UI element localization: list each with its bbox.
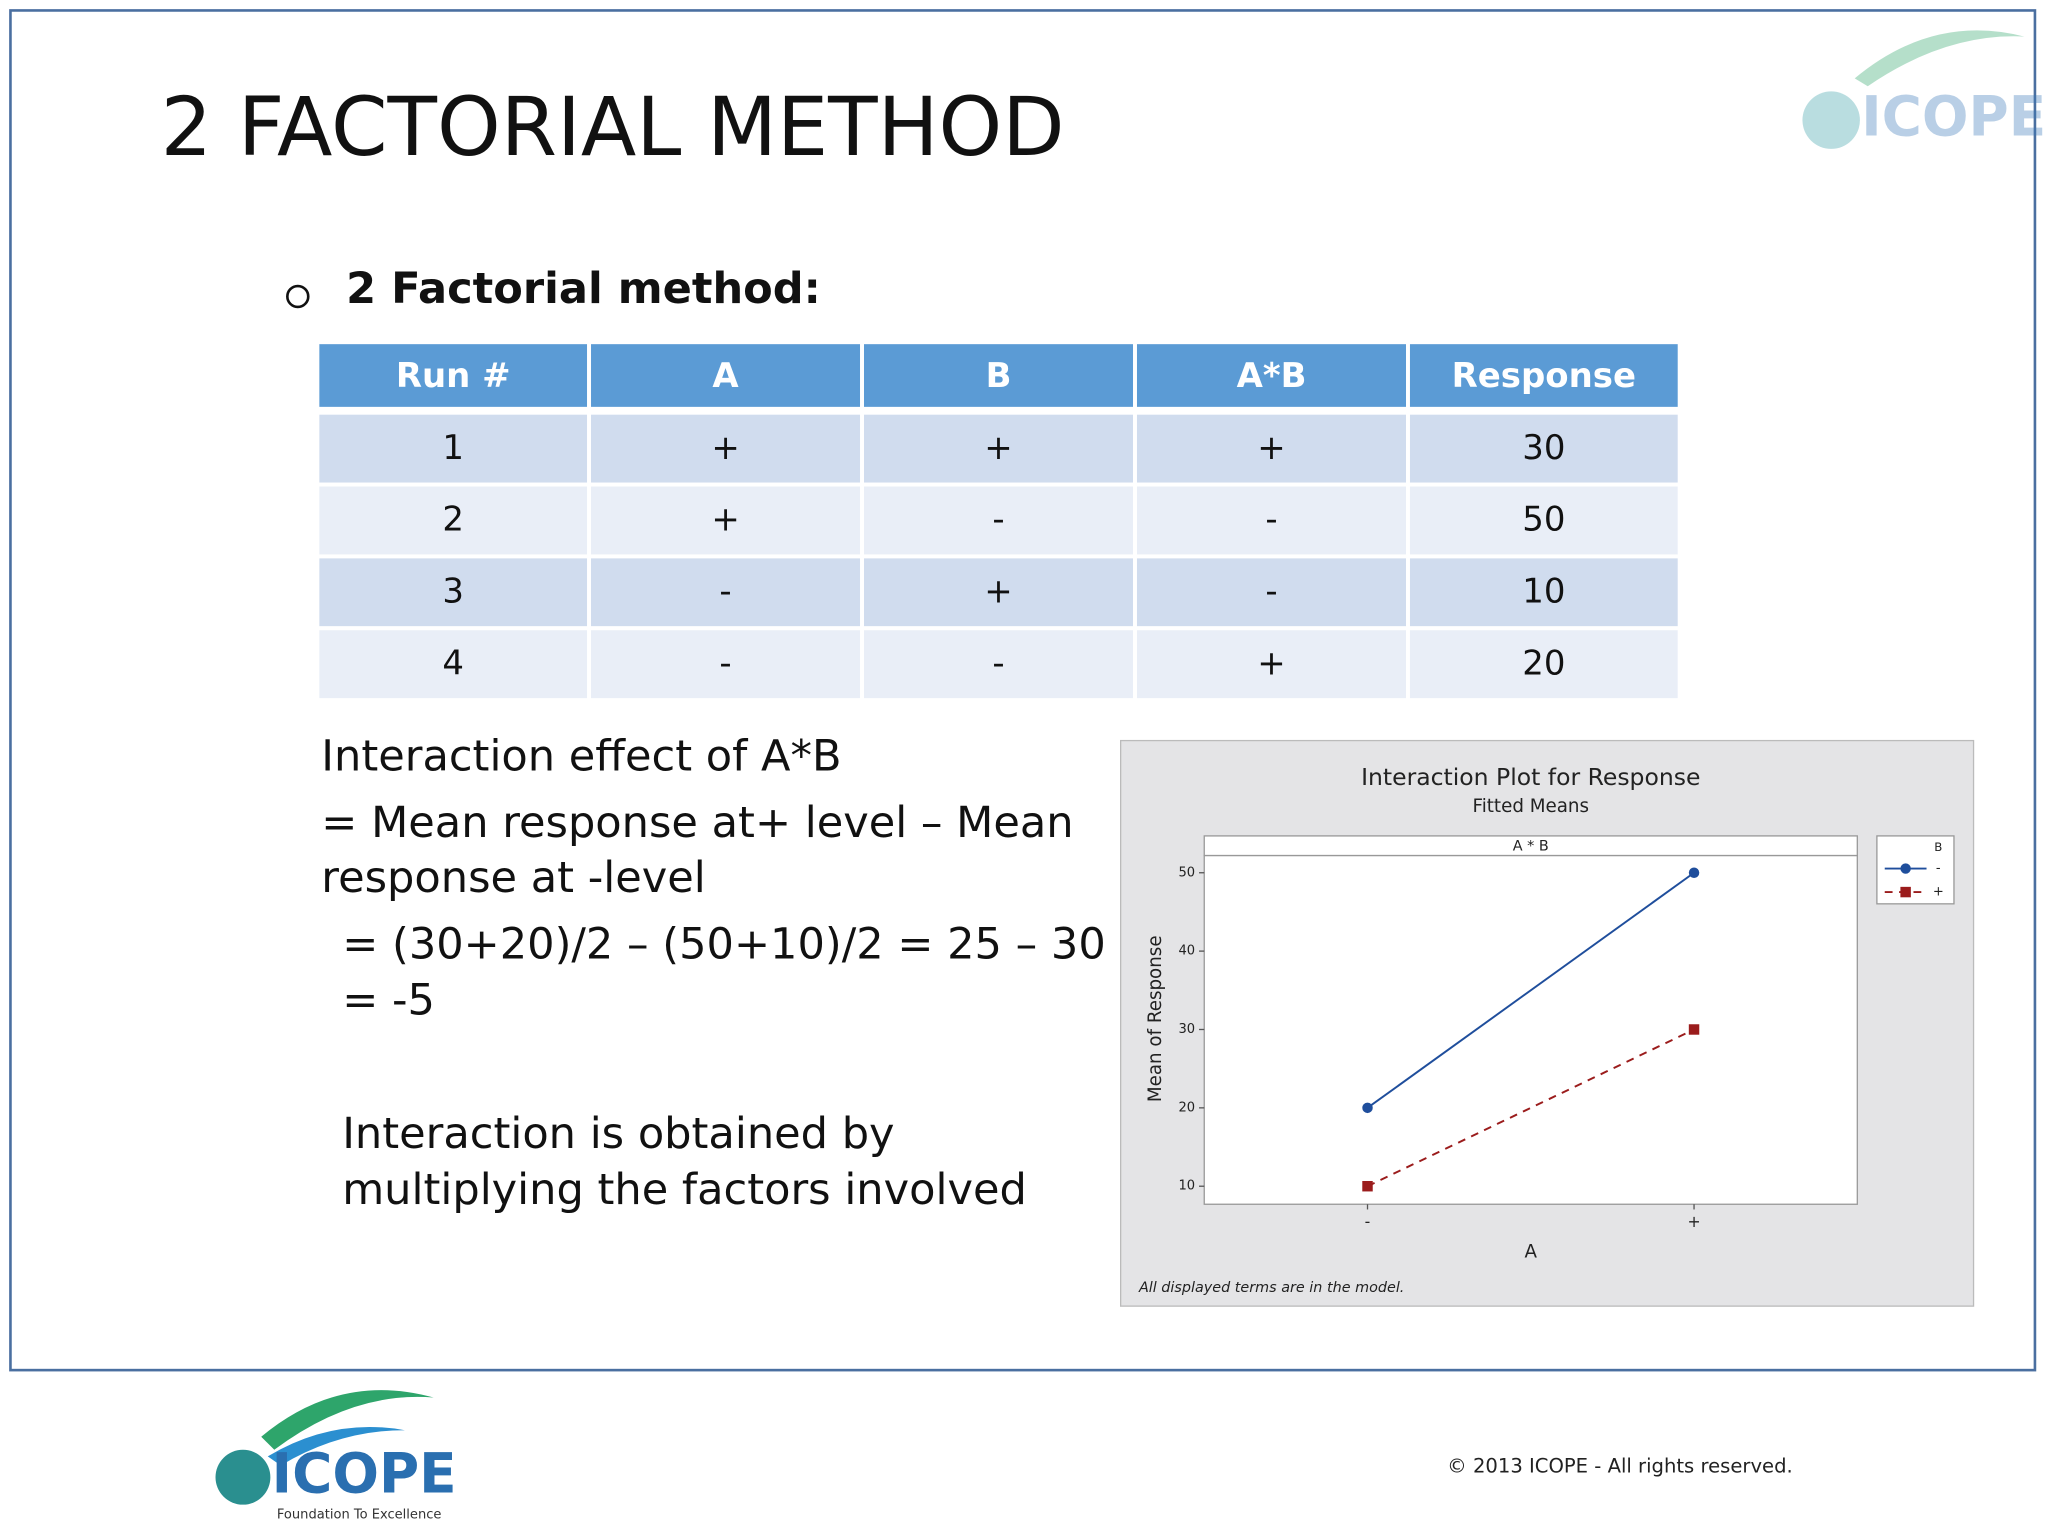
panel-label: A * B	[1513, 838, 1549, 854]
cell	[860, 482, 1137, 559]
legend-label: +	[1933, 885, 1944, 900]
header-cell	[315, 340, 592, 411]
chart: Interaction Plot for Response Fitted Mean…	[1120, 739, 1975, 1307]
y-tick-label: 20	[1178, 1100, 1195, 1115]
series-line	[1366, 871, 1695, 1109]
footer-logo-tagline: Foundation To Excellence	[277, 1508, 442, 1523]
footer-logo: ICOPE Foundation To Excellence	[215, 1390, 457, 1523]
effect-line: Interaction effect of A*B	[321, 731, 841, 781]
cell-text: +	[711, 500, 739, 540]
panel-strip	[1203, 835, 1858, 857]
bullet-text: 2 Factorial method:	[346, 264, 821, 314]
copyright: © 2013 ICOPE - All rights reserved.	[1447, 1454, 1793, 1477]
cell	[587, 410, 864, 487]
footer-logo-name: ICOPE	[272, 1441, 457, 1505]
header-text: A	[712, 356, 739, 396]
header-text: B	[986, 356, 1012, 396]
bullet-mark	[286, 284, 310, 309]
corner-logo: ICOPE	[1802, 30, 2046, 149]
header-text: Run #	[396, 356, 511, 396]
cell-text: +	[984, 428, 1012, 468]
plot-area	[1203, 854, 1858, 1205]
cell-text: 10	[1522, 571, 1565, 611]
cell-text: +	[711, 428, 739, 468]
cell	[315, 554, 592, 631]
y-axis-label: Mean of Response	[1145, 935, 1166, 1102]
cell	[587, 626, 864, 703]
legend-marker	[1900, 863, 1911, 874]
cell-text: -	[1265, 571, 1277, 611]
cell-text: 20	[1522, 643, 1565, 683]
cell-text: -	[992, 500, 1004, 540]
header-cell	[1406, 340, 1682, 411]
cell	[587, 554, 864, 631]
cell-text: 3	[442, 571, 464, 611]
header-cell	[587, 340, 864, 411]
cell	[1406, 626, 1682, 703]
cell	[860, 626, 1137, 703]
cell	[860, 410, 1137, 487]
cell-text: -	[992, 643, 1004, 683]
calc-line: = -5	[342, 976, 435, 1026]
y-tick-label: 10	[1178, 1179, 1195, 1194]
cell-text: 4	[442, 643, 464, 683]
x-tick-label: -	[1365, 1212, 1371, 1231]
note-line: multiplying the factors involved	[342, 1165, 1027, 1215]
cell	[315, 482, 592, 559]
text-block: Interaction effect of A*B = Mean response…	[321, 731, 1105, 1215]
data-point	[1688, 867, 1700, 878]
cell-text: +	[1257, 428, 1285, 468]
x-tick-label: +	[1687, 1212, 1700, 1231]
cell-text: -	[1265, 500, 1277, 540]
cell	[1133, 554, 1410, 631]
note-line: Interaction is obtained by	[342, 1109, 894, 1159]
cell	[1406, 410, 1682, 487]
y-tick-label: 50	[1178, 865, 1195, 880]
cell-text: 50	[1522, 500, 1565, 540]
chart-footnote: All displayed terms are in the model.	[1138, 1280, 1404, 1296]
header-cell	[860, 340, 1137, 411]
effect-line: response at -level	[321, 853, 705, 903]
data-point	[1362, 1180, 1373, 1192]
x-axis-label: A	[1525, 1242, 1538, 1263]
header-text: A*B	[1237, 356, 1307, 396]
cell	[1406, 482, 1682, 559]
chart-subtitle: Fitted Means	[1473, 796, 1590, 817]
chart-title: Interaction Plot for Response	[1361, 763, 1700, 791]
header-cell	[1133, 340, 1410, 411]
legend-title: B	[1934, 840, 1942, 854]
cell	[315, 410, 592, 487]
corner-logo-name: ICOPE	[1861, 84, 2046, 148]
cell-text: -	[719, 571, 731, 611]
header-text: Response	[1452, 356, 1636, 396]
cell-text: -	[719, 643, 731, 683]
cell	[587, 482, 864, 559]
y-tick-label: 30	[1178, 1022, 1195, 1037]
calc-line: = (30+20)/2 – (50+10)/2 = 25 – 30	[342, 919, 1106, 969]
slide-title: 2 FACTORIAL METHOD	[161, 81, 1065, 175]
cell	[1133, 626, 1410, 703]
data-point	[1362, 1102, 1373, 1114]
cell	[315, 626, 592, 703]
y-tick-label: 40	[1178, 944, 1195, 959]
cell-text: +	[984, 571, 1012, 611]
table: Run # A B A*B Response 1 + + +30 2 + - - 50 3 - + - 10 4 - - +…	[315, 340, 1682, 703]
series-line	[1367, 1028, 1695, 1188]
data-point	[1688, 1024, 1700, 1035]
effect-line: = Mean response at+ level – Mean	[321, 798, 1073, 848]
cell-text: +	[1257, 643, 1285, 683]
cell-text: 30	[1522, 428, 1565, 468]
cell-text: 1	[442, 428, 464, 468]
cell-text: 2	[442, 500, 464, 540]
cell	[1133, 482, 1410, 559]
legend-label: -	[1936, 861, 1941, 876]
legend-marker	[1900, 886, 1911, 898]
